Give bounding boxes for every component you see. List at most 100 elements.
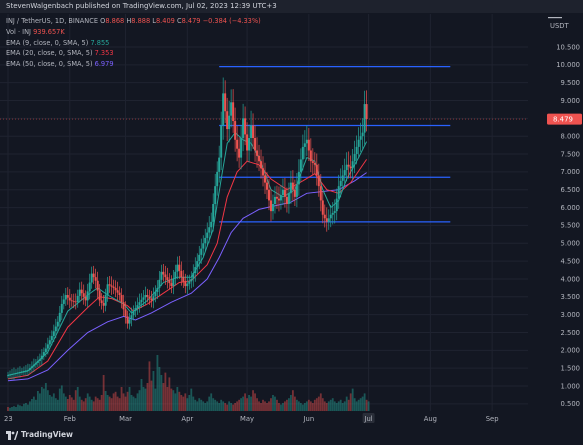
volume-bar — [180, 395, 183, 411]
volume-bar — [262, 399, 264, 411]
volume-bar — [190, 388, 193, 411]
symbol-name[interactable]: INJ / TetherUS, 1D, BINANCE — [6, 17, 99, 25]
volume-bar — [325, 403, 328, 411]
candle-body — [218, 157, 221, 172]
candle-body — [56, 321, 59, 327]
price-tick-label: 10.000 — [556, 61, 580, 69]
volume-bar — [80, 399, 83, 411]
volume-bar — [148, 361, 151, 411]
ema9-row[interactable]: EMA (9, close, 0, SMA, 5) 7.855 — [6, 38, 261, 49]
ema50-row[interactable]: EMA (50, close, 0, SMA, 5) 6.979 — [6, 59, 261, 70]
candle-body — [182, 277, 185, 282]
candle-body — [112, 286, 115, 288]
candle-body — [126, 316, 129, 324]
volume-bar — [321, 398, 324, 411]
volume-bars — [7, 355, 370, 411]
volume-bar — [264, 401, 266, 411]
tradingview-brand[interactable]: TradingView — [21, 430, 73, 439]
volume-bar — [174, 393, 177, 411]
time-tick-label: Mar — [119, 415, 132, 423]
volume-label: Vol · INJ — [6, 27, 31, 36]
ema20-row[interactable]: EMA (20, close, 0, SMA, 5) 7.353 — [6, 48, 261, 59]
candle-body — [254, 137, 257, 151]
price-axis-background — [528, 14, 583, 413]
candle-body — [353, 154, 356, 162]
volume-bar — [54, 398, 57, 411]
volume-bar — [144, 388, 147, 411]
candle-body — [120, 295, 123, 303]
volume-bar — [86, 393, 89, 411]
volume-bar — [351, 388, 354, 411]
candle-body — [319, 186, 322, 201]
volume-bar — [242, 396, 244, 411]
candle-body — [94, 277, 97, 281]
candle-body — [70, 300, 73, 302]
volume-bar — [194, 399, 197, 411]
tradingview-logo-icon[interactable] — [6, 431, 18, 440]
symbol-row[interactable]: INJ / TetherUS, 1D, BINANCE O8.868 H8.88… — [6, 16, 261, 27]
candle-body — [164, 274, 167, 278]
volume-bar — [33, 396, 35, 411]
volume-bar — [70, 397, 73, 411]
candle-body — [176, 264, 179, 272]
candle-body — [188, 281, 191, 284]
candle-body — [192, 273, 195, 279]
candle-body — [190, 278, 193, 282]
volume-bar — [82, 401, 85, 411]
volume-bar — [303, 403, 306, 411]
price-tick-label: 0.500 — [561, 400, 580, 408]
candle-body — [138, 302, 141, 306]
time-axis[interactable]: 23 Feb Mar Apr May Jun Jul Aug Sep — [4, 413, 499, 423]
candle-body — [7, 375, 9, 377]
candle-body — [142, 297, 145, 300]
candle-body — [46, 344, 49, 349]
candle-body — [66, 295, 69, 298]
volume-bar — [365, 399, 368, 411]
candle-body — [168, 280, 171, 284]
candlesticks — [7, 77, 368, 380]
volume-bar — [100, 395, 103, 411]
volume-row[interactable]: Vol · INJ 939.657K — [6, 27, 261, 38]
volume-bar — [120, 387, 123, 411]
candle-body — [277, 198, 280, 201]
ema20-line — [7, 159, 368, 380]
candle-body — [30, 366, 33, 369]
candle-body — [166, 277, 169, 281]
volume-bar — [206, 401, 209, 411]
volume-bar — [34, 399, 37, 411]
candle-body — [262, 168, 265, 176]
support-resistance-lines — [0, 65, 528, 223]
time-tick-label: Feb — [64, 415, 76, 423]
volume-bar — [327, 401, 330, 411]
volume-bar — [208, 396, 211, 411]
candle-body — [307, 139, 310, 151]
candle-body — [122, 302, 125, 310]
price-tick-label: 1.000 — [561, 382, 580, 390]
axis-menu-icon[interactable] — [548, 17, 562, 19]
candle-body — [174, 271, 177, 279]
volume-bar — [38, 393, 41, 411]
volume-bar — [333, 401, 336, 411]
volume-bar — [156, 355, 159, 411]
candle-body — [78, 289, 81, 296]
volume-bar — [178, 391, 181, 411]
volume-bar — [29, 401, 31, 411]
volume-bar — [337, 401, 340, 411]
candle-body — [92, 273, 95, 278]
volume-bar — [122, 393, 125, 411]
volume-bar — [60, 385, 63, 411]
candle-body — [234, 121, 237, 140]
candle-body — [339, 180, 342, 187]
volume-bar — [309, 401, 312, 411]
volume-bar — [323, 401, 326, 411]
candle-body — [289, 182, 292, 194]
candle-body — [74, 301, 77, 303]
candle-body — [134, 308, 137, 312]
price-axis[interactable]: USDT10.50010.0009.5009.0008.5008.0007.50… — [528, 14, 583, 413]
footer-bar: TradingView — [0, 426, 583, 445]
candle-body — [18, 371, 21, 373]
volume-bar — [226, 404, 229, 411]
volume-bar — [11, 407, 13, 411]
volume-bar — [164, 372, 167, 411]
